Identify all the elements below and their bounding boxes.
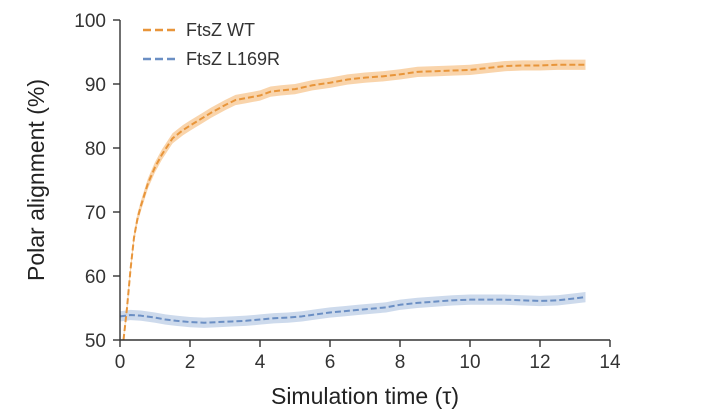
x-tick-label: 12 bbox=[529, 352, 550, 373]
x-tick-label: 8 bbox=[395, 352, 406, 373]
series-line-ftsz-l169r bbox=[119, 296, 586, 324]
x-axis-ticks: 0 2 4 6 8 10 12 14 bbox=[115, 340, 621, 373]
legend: FtsZ WT FtsZ L169R bbox=[143, 20, 280, 69]
y-tick-label: 70 bbox=[85, 203, 106, 224]
y-tick-label: 90 bbox=[85, 75, 106, 96]
x-tick-label: 0 bbox=[115, 352, 126, 373]
legend-label-ftsz-l169r: FtsZ L169R bbox=[186, 49, 280, 69]
series-lines bbox=[119, 63, 586, 341]
confidence-bands bbox=[120, 59, 586, 341]
y-tick-label: 100 bbox=[74, 11, 106, 32]
y-tick-label: 60 bbox=[85, 267, 106, 288]
x-axis-label: Simulation time (τ) bbox=[271, 383, 459, 409]
x-tick-label: 4 bbox=[255, 352, 266, 373]
y-tick-label: 50 bbox=[85, 331, 106, 352]
x-tick-label: 14 bbox=[599, 352, 621, 373]
x-tick-label: 10 bbox=[459, 352, 480, 373]
y-tick-label: 80 bbox=[85, 139, 106, 160]
band-ftsz-l169r bbox=[120, 292, 586, 328]
y-axis-label: Polar alignment (%) bbox=[23, 79, 49, 281]
legend-label-ftsz-wt: FtsZ WT bbox=[186, 20, 255, 40]
x-tick-label: 2 bbox=[185, 352, 196, 373]
series-line-ftsz-wt bbox=[122, 63, 586, 341]
x-tick-label: 6 bbox=[325, 352, 336, 373]
y-axis-ticks: 50 60 70 80 90 100 bbox=[74, 11, 120, 352]
